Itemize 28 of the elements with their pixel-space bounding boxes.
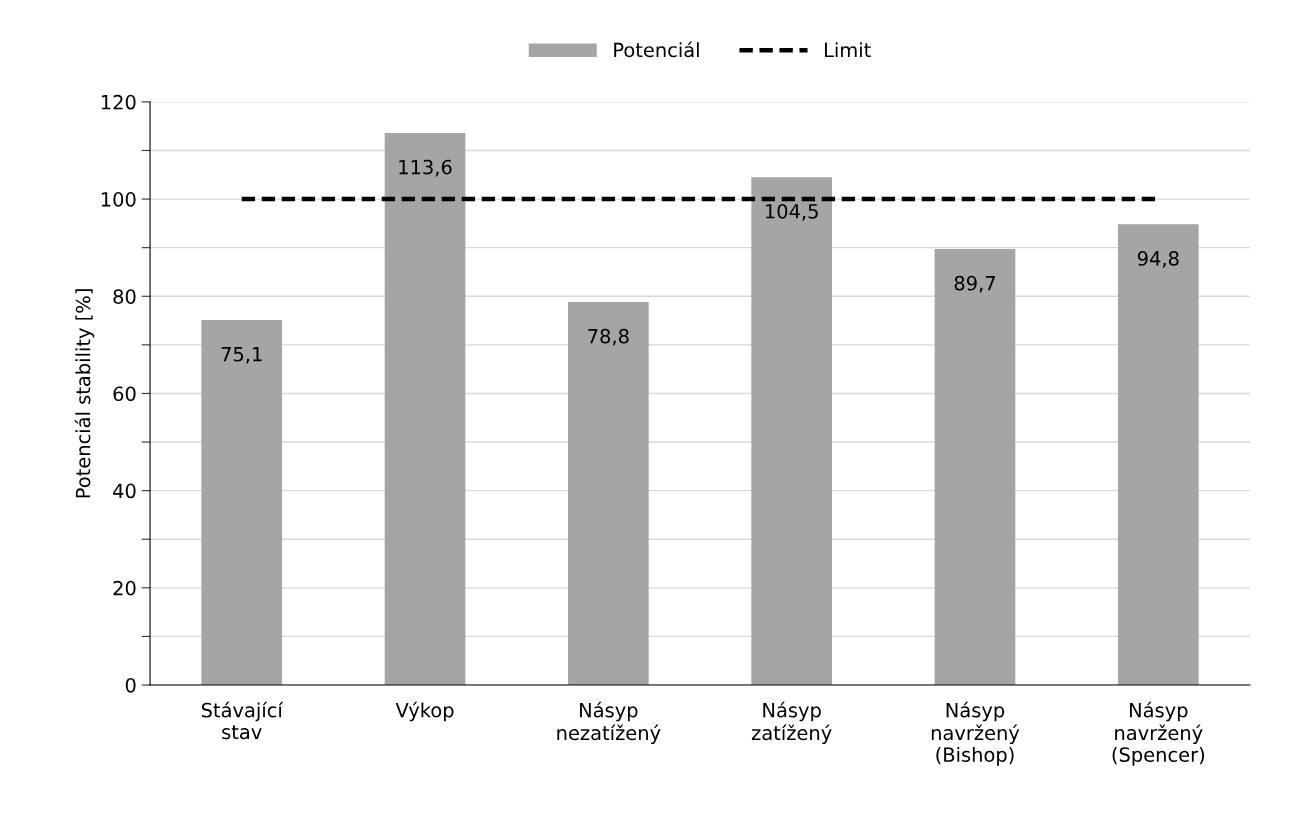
- y-tick-label: 120: [101, 94, 136, 110]
- x-tick-label: Stávající stav: [201, 701, 284, 740]
- bar: [751, 177, 832, 686]
- y-tick-label: 100: [101, 192, 136, 207]
- bar: [384, 132, 466, 686]
- bar: [568, 302, 649, 686]
- x-tick-label: Násyp navržený (Bishop): [931, 701, 1020, 766]
- data-label: 75,1: [221, 347, 262, 364]
- data-label: 94,8: [1137, 251, 1179, 268]
- legend-label: Potenciál: [614, 41, 699, 58]
- x-tick-label: Výkop: [395, 701, 454, 722]
- y-tick-label: 60: [113, 386, 136, 402]
- bar: [201, 320, 283, 686]
- data-label: 113,6: [399, 159, 452, 177]
- y-tick-label: 80: [113, 289, 136, 304]
- x-tick-label: Násyp navržený (Spencer): [1112, 701, 1205, 766]
- bar: [934, 249, 1016, 686]
- data-label: 78,8: [588, 328, 629, 346]
- data-label: 89,7: [954, 275, 995, 293]
- bar: [1117, 224, 1199, 686]
- x-tick-label: Násyp nezatížený: [557, 701, 661, 744]
- legend-label: Limit: [824, 42, 871, 58]
- x-tick-label: Násyp zatížený: [751, 701, 832, 744]
- y-tick-label: 0: [125, 677, 136, 693]
- y-axis-title: Potenciál stability [%]: [74, 289, 95, 498]
- data-label: 104,5: [765, 203, 818, 221]
- y-tick-label: 20: [113, 580, 136, 596]
- y-tick-label: 40: [113, 483, 136, 499]
